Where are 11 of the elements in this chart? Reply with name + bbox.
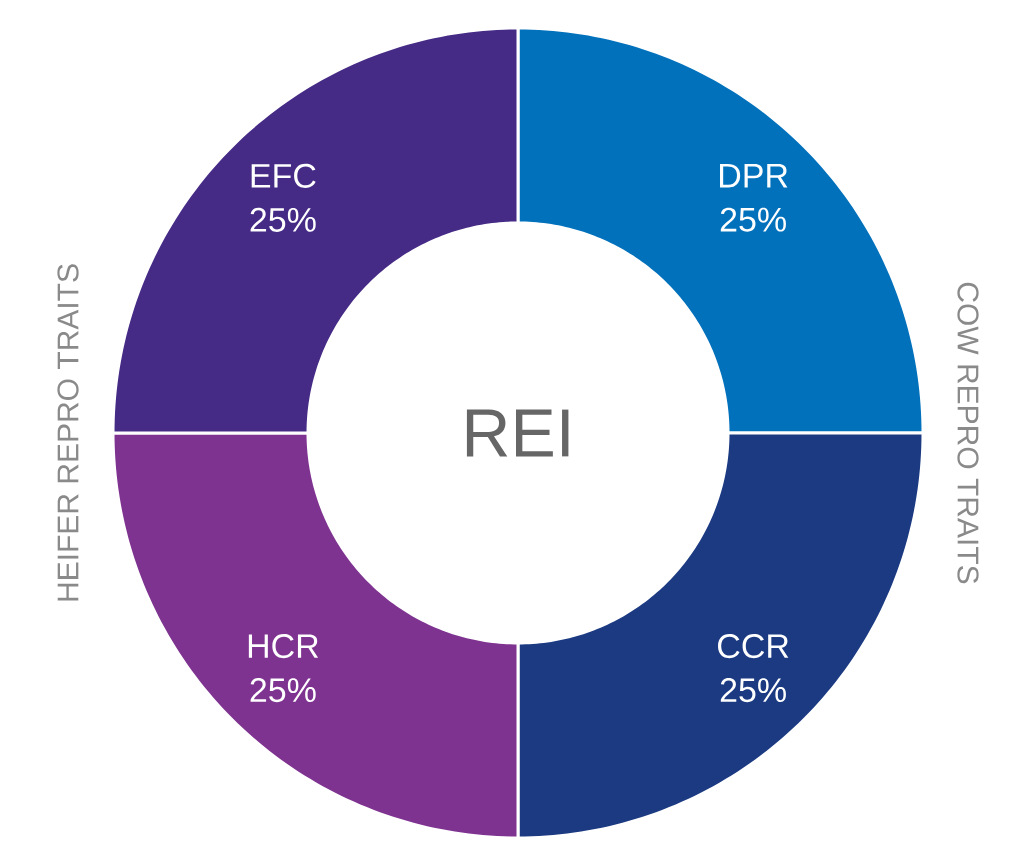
slice-label: HCR	[248, 634, 319, 659]
text: COW REPRO TRAITS	[957, 282, 979, 584]
text: HEIFER REPRO TRAITS	[57, 264, 79, 601]
data-label: 25%	[250, 207, 316, 232]
slice-label: CCR	[718, 634, 789, 659]
data-label: 25%	[250, 678, 316, 703]
slice-label: DPR	[720, 164, 788, 188]
text: REI	[466, 409, 569, 457]
data-label: 25%	[720, 207, 786, 232]
slice-label: EFC	[251, 163, 316, 188]
data-label: 25%	[720, 678, 786, 703]
